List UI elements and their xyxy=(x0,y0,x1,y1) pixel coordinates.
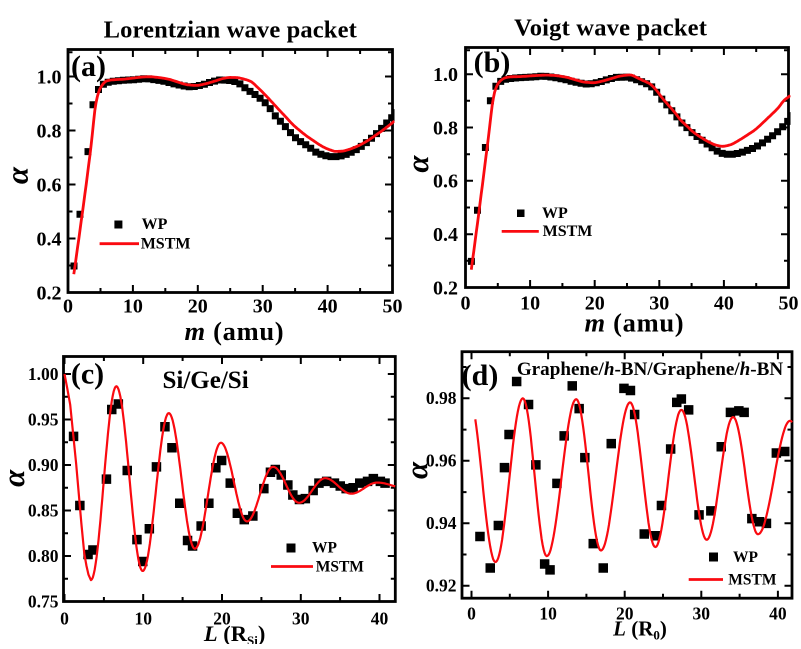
svg-text:30: 30 xyxy=(693,603,711,623)
svg-text:20: 20 xyxy=(188,296,208,318)
svg-text:(c): (c) xyxy=(71,358,104,391)
svg-text:(d): (d) xyxy=(462,359,499,392)
svg-text:0.80: 0.80 xyxy=(28,546,59,566)
svg-text:0.2: 0.2 xyxy=(433,277,458,299)
svg-text:0.8: 0.8 xyxy=(433,117,458,139)
svg-text:WP: WP xyxy=(733,549,759,566)
svg-text:0.98: 0.98 xyxy=(426,388,457,408)
svg-text:30: 30 xyxy=(292,608,310,628)
svg-text:1.0: 1.0 xyxy=(37,66,62,88)
svg-text:m (amu): m (amu) xyxy=(584,308,684,338)
svg-text:0.2: 0.2 xyxy=(37,282,62,304)
svg-text:0.94: 0.94 xyxy=(426,513,457,533)
svg-text:0: 0 xyxy=(63,296,73,318)
svg-text:1.0: 1.0 xyxy=(433,64,458,86)
svg-text:Voigt wave packet: Voigt wave packet xyxy=(514,15,708,42)
svg-text:40: 40 xyxy=(714,293,734,315)
svg-text:0.90: 0.90 xyxy=(28,455,59,475)
svg-text:40: 40 xyxy=(318,296,338,318)
svg-text:WP: WP xyxy=(312,540,338,557)
svg-text:MSTM: MSTM xyxy=(543,223,593,240)
svg-text:WP: WP xyxy=(142,216,168,233)
svg-text:20: 20 xyxy=(616,603,634,623)
svg-text:10: 10 xyxy=(520,293,540,315)
svg-text:0.6: 0.6 xyxy=(37,174,62,196)
svg-text:0.75: 0.75 xyxy=(28,591,59,611)
svg-text:Lorentzian wave packet: Lorentzian wave packet xyxy=(104,17,358,44)
svg-text:0.95: 0.95 xyxy=(28,409,59,429)
svg-text:0: 0 xyxy=(60,608,69,628)
svg-text:0: 0 xyxy=(461,293,471,315)
svg-text:20: 20 xyxy=(585,293,605,315)
svg-text:50: 50 xyxy=(383,296,403,318)
svg-text:30: 30 xyxy=(253,296,273,318)
svg-text:0: 0 xyxy=(467,603,476,623)
svg-text:0.4: 0.4 xyxy=(37,228,62,250)
svg-text:0.8: 0.8 xyxy=(37,120,62,142)
svg-text:(a): (a) xyxy=(71,50,106,83)
svg-text:m (amu): m (amu) xyxy=(184,316,284,346)
svg-text:10: 10 xyxy=(539,603,557,623)
svg-text:0.92: 0.92 xyxy=(426,576,457,596)
svg-text:40: 40 xyxy=(769,603,787,623)
svg-text:WP: WP xyxy=(542,205,568,222)
svg-text:0.4: 0.4 xyxy=(433,224,458,246)
svg-text:10: 10 xyxy=(123,296,143,318)
svg-text:0.6: 0.6 xyxy=(433,171,458,193)
svg-text:α: α xyxy=(400,155,435,173)
svg-text:α: α xyxy=(399,461,434,479)
svg-text:10: 10 xyxy=(134,608,152,628)
svg-text:40: 40 xyxy=(371,608,389,628)
svg-text:30: 30 xyxy=(649,293,669,315)
svg-text:MSTM: MSTM xyxy=(316,559,365,576)
svg-text:20: 20 xyxy=(213,608,231,628)
svg-text:Graphene/h-BN/Graphene/h-BN: Graphene/h-BN/Graphene/h-BN xyxy=(517,359,784,380)
svg-text:1.00: 1.00 xyxy=(28,364,59,384)
svg-text:0.96: 0.96 xyxy=(426,451,457,471)
svg-text:MSTM: MSTM xyxy=(728,572,777,589)
svg-text:α: α xyxy=(0,166,34,184)
svg-text:0.85: 0.85 xyxy=(28,500,59,520)
svg-text:50: 50 xyxy=(779,293,799,315)
svg-text:MSTM: MSTM xyxy=(141,236,191,253)
svg-text:(b): (b) xyxy=(474,46,511,79)
svg-text:Si/Ge/Si: Si/Ge/Si xyxy=(163,367,249,394)
svg-text:α: α xyxy=(0,469,31,487)
